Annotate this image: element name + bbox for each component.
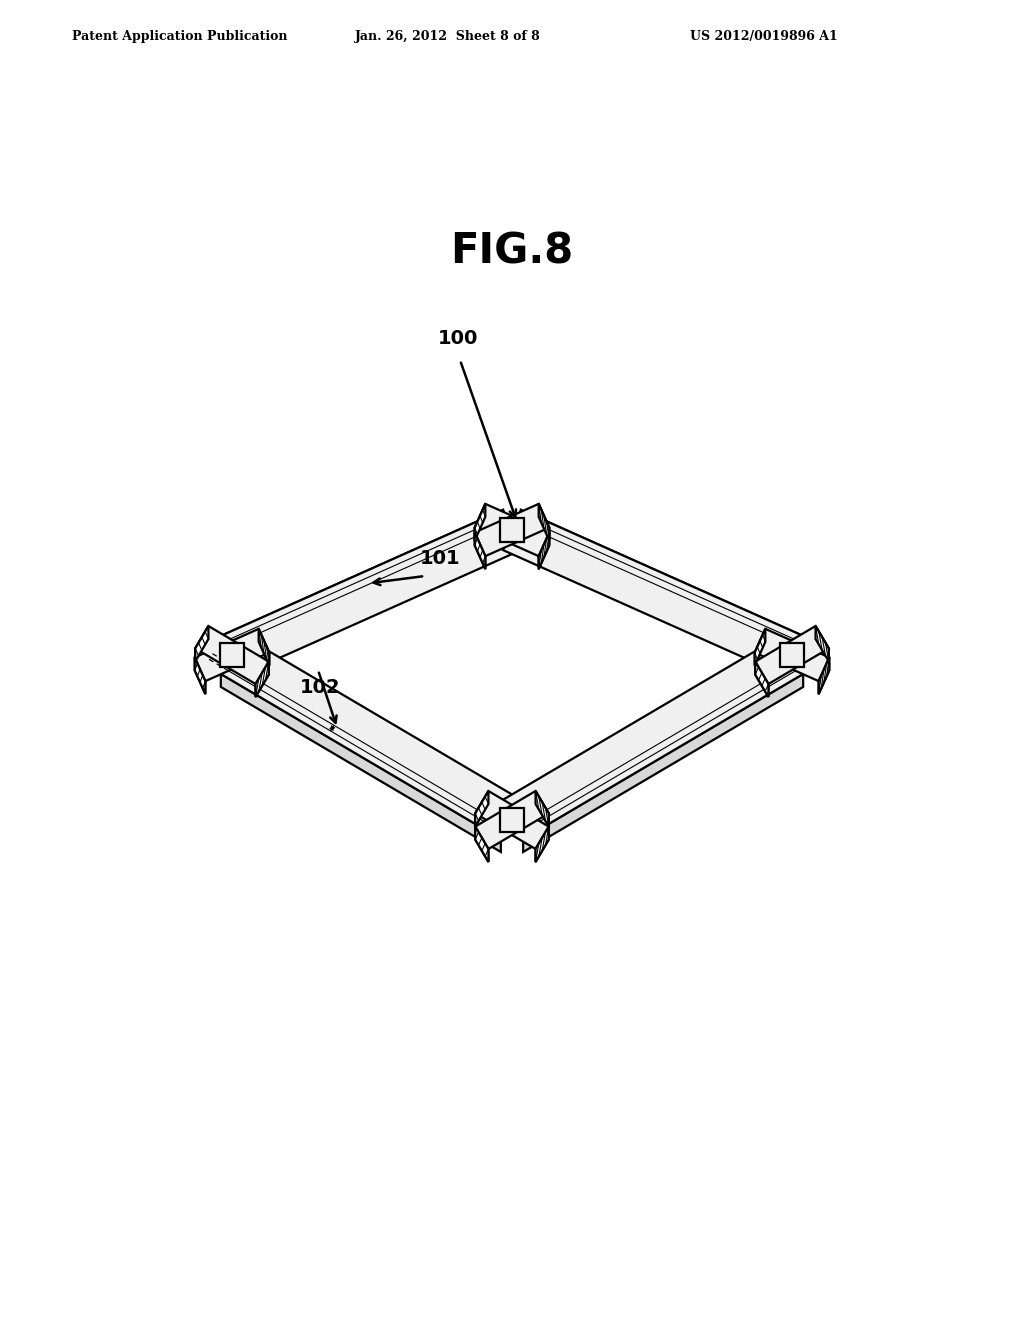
- Polygon shape: [815, 626, 828, 661]
- Polygon shape: [503, 510, 801, 675]
- Polygon shape: [475, 519, 517, 556]
- Polygon shape: [539, 504, 549, 541]
- Polygon shape: [815, 626, 828, 661]
- Text: Jan. 26, 2012  Sheet 8 of 8: Jan. 26, 2012 Sheet 8 of 8: [355, 30, 541, 44]
- Polygon shape: [221, 675, 501, 851]
- Polygon shape: [475, 532, 485, 569]
- Polygon shape: [818, 657, 829, 694]
- Polygon shape: [226, 628, 269, 667]
- Polygon shape: [195, 657, 206, 694]
- Text: 100: 100: [438, 329, 478, 348]
- Polygon shape: [521, 510, 801, 648]
- Polygon shape: [256, 661, 268, 697]
- Polygon shape: [539, 532, 549, 569]
- Polygon shape: [536, 791, 549, 826]
- Polygon shape: [507, 519, 549, 556]
- Text: US 2012/0019896 A1: US 2012/0019896 A1: [690, 30, 838, 44]
- Polygon shape: [475, 791, 488, 826]
- Polygon shape: [259, 628, 269, 665]
- Polygon shape: [225, 644, 268, 684]
- Polygon shape: [475, 504, 517, 543]
- Polygon shape: [756, 644, 799, 684]
- Polygon shape: [539, 504, 549, 541]
- Polygon shape: [786, 643, 829, 681]
- Polygon shape: [756, 661, 768, 697]
- Polygon shape: [755, 628, 798, 667]
- Polygon shape: [475, 791, 488, 826]
- Polygon shape: [223, 510, 503, 648]
- Polygon shape: [755, 628, 765, 665]
- Polygon shape: [785, 626, 828, 667]
- Polygon shape: [501, 519, 523, 541]
- Polygon shape: [501, 636, 803, 840]
- Polygon shape: [195, 657, 206, 694]
- Polygon shape: [196, 626, 239, 667]
- Polygon shape: [475, 504, 485, 541]
- Polygon shape: [475, 532, 485, 569]
- Polygon shape: [475, 791, 518, 832]
- Polygon shape: [539, 532, 549, 569]
- Text: FIG.8: FIG.8: [451, 230, 573, 272]
- Polygon shape: [780, 643, 804, 667]
- Polygon shape: [536, 826, 549, 862]
- Polygon shape: [501, 808, 523, 832]
- Polygon shape: [475, 504, 485, 541]
- Polygon shape: [818, 657, 829, 694]
- Polygon shape: [756, 661, 768, 697]
- Text: 101: 101: [420, 549, 461, 568]
- Polygon shape: [475, 809, 518, 849]
- Polygon shape: [220, 643, 244, 667]
- Polygon shape: [195, 643, 238, 681]
- Polygon shape: [506, 809, 549, 849]
- Polygon shape: [259, 628, 269, 665]
- Polygon shape: [196, 626, 209, 661]
- Polygon shape: [196, 626, 209, 661]
- Polygon shape: [507, 504, 549, 543]
- Polygon shape: [256, 661, 268, 697]
- Polygon shape: [536, 791, 549, 826]
- Text: 102: 102: [300, 678, 341, 697]
- Polygon shape: [523, 675, 803, 851]
- Polygon shape: [755, 628, 765, 665]
- Polygon shape: [475, 826, 488, 862]
- Polygon shape: [475, 826, 488, 862]
- Polygon shape: [536, 826, 549, 862]
- Text: Patent Application Publication: Patent Application Publication: [72, 30, 288, 44]
- Polygon shape: [506, 791, 549, 832]
- Polygon shape: [221, 636, 523, 840]
- Polygon shape: [223, 510, 521, 675]
